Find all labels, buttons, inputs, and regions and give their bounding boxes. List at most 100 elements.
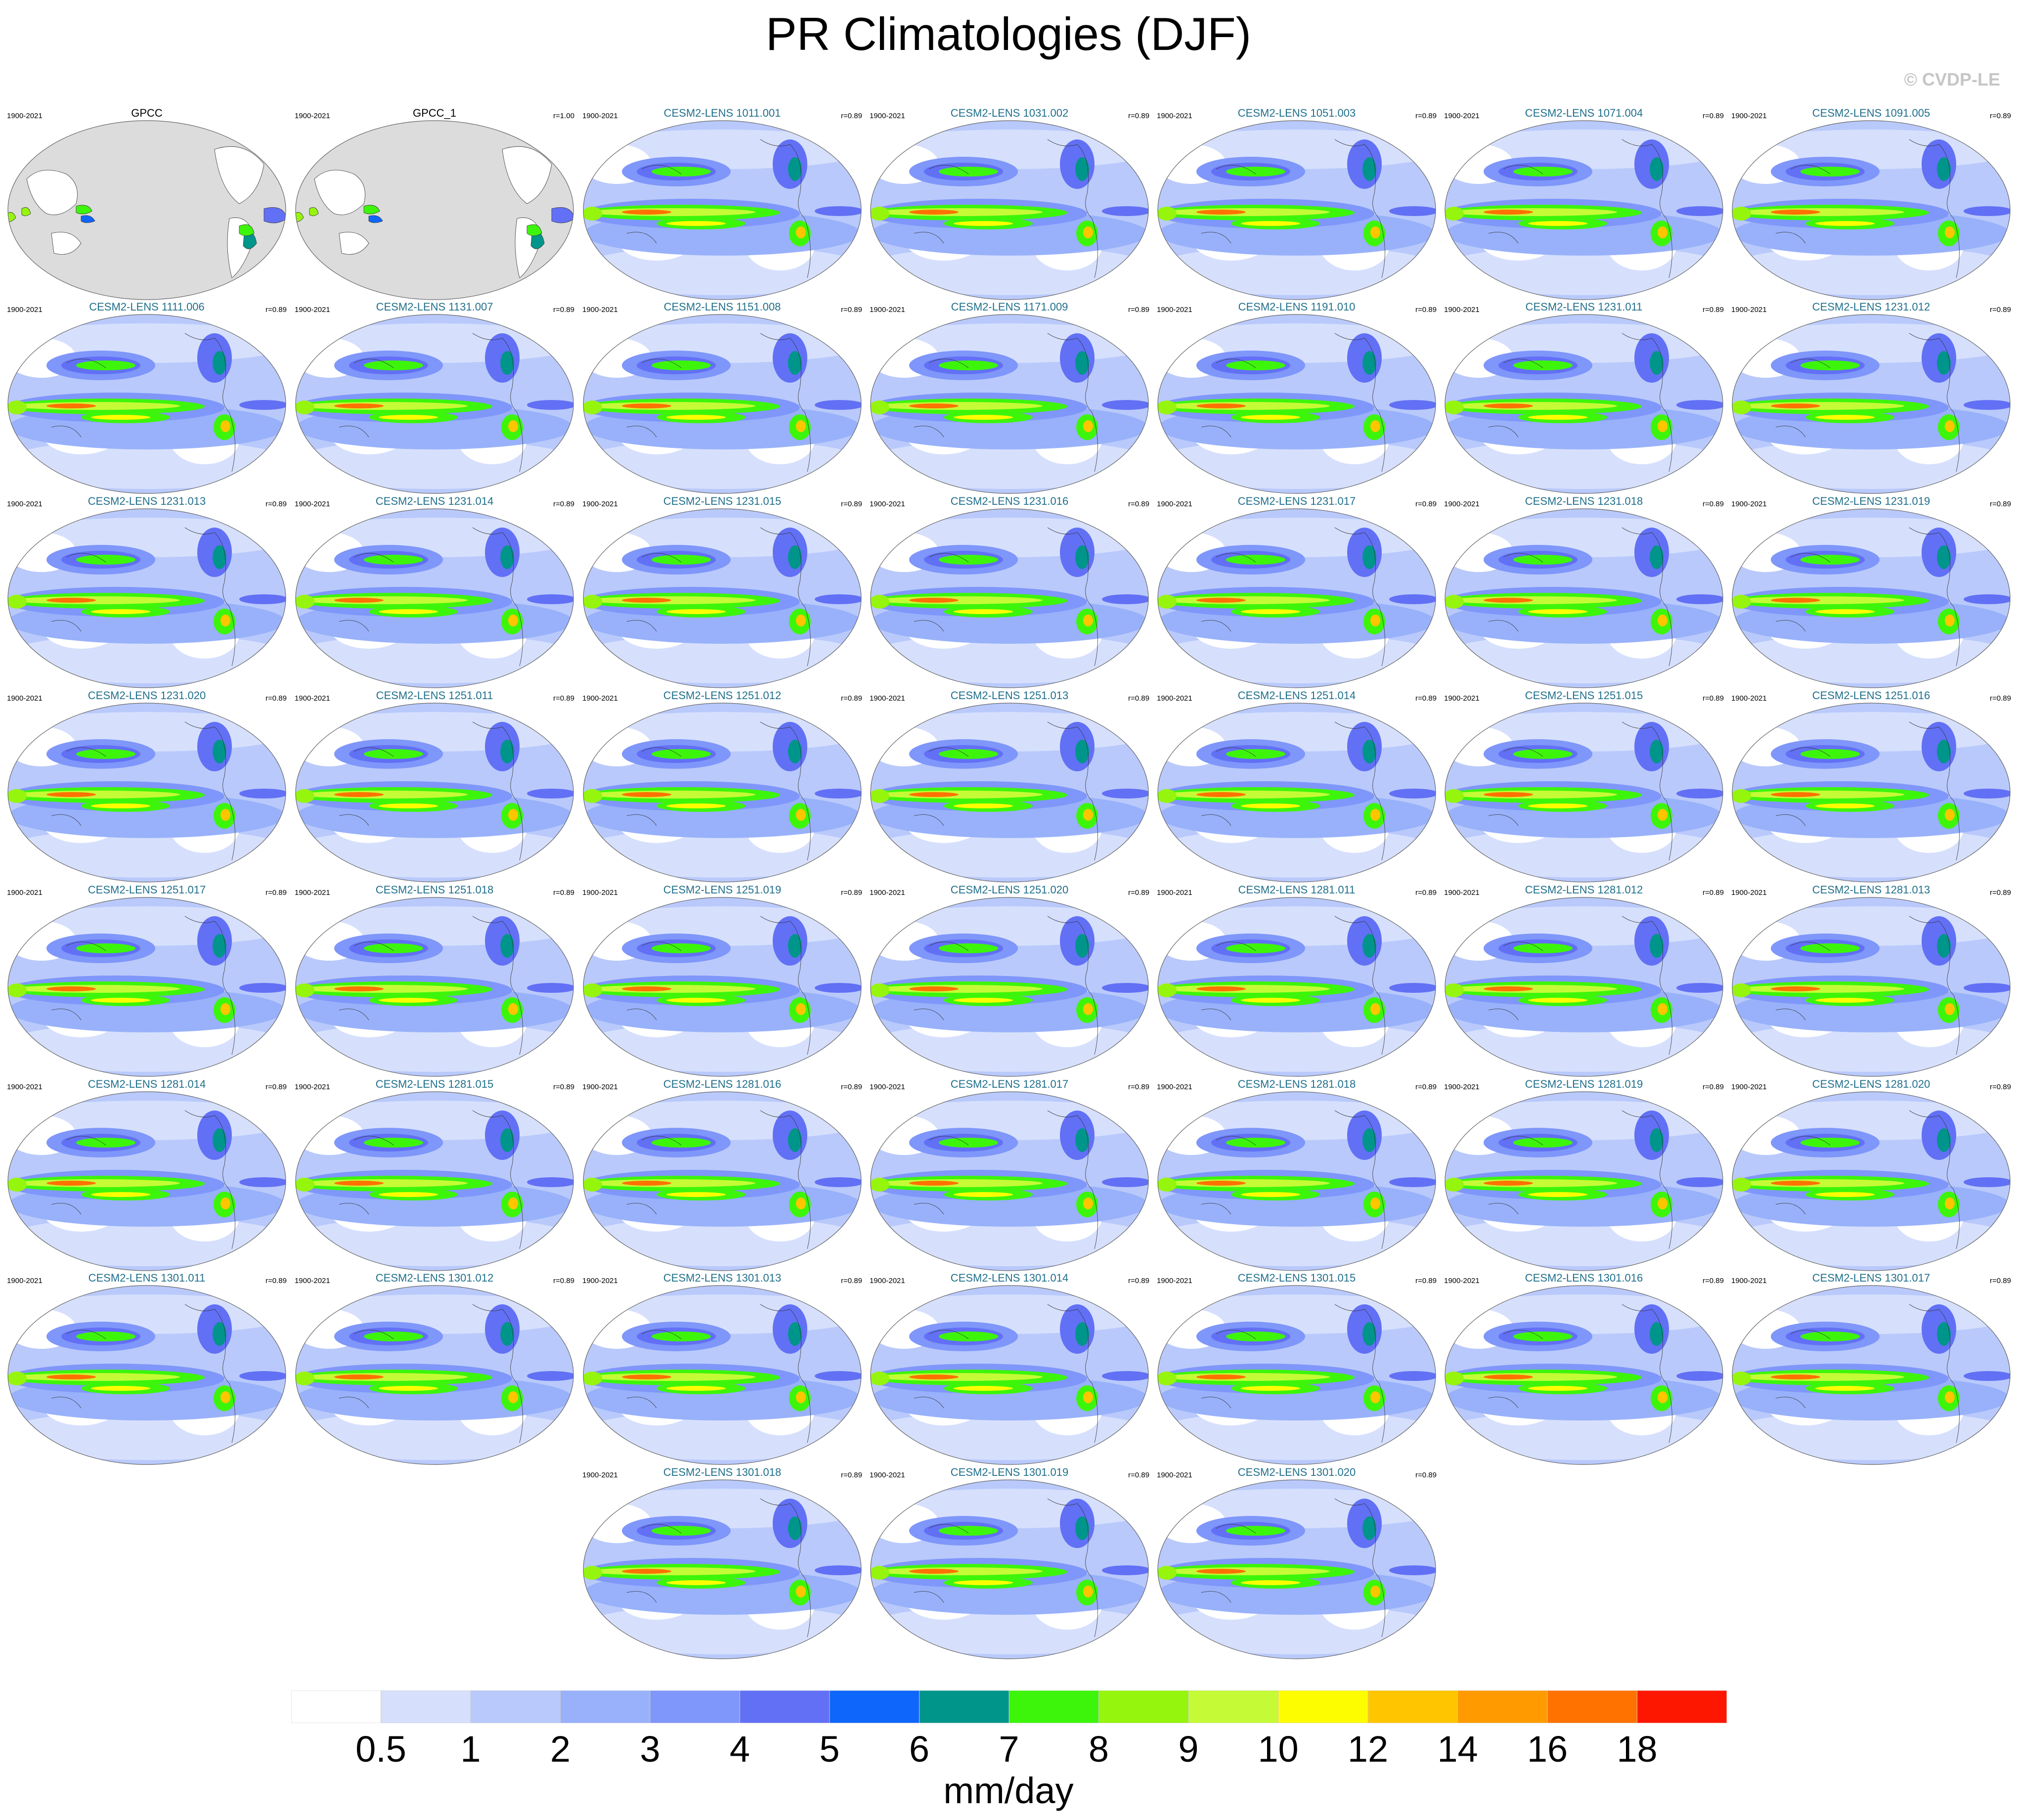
panel-period: 1900-2021 bbox=[7, 694, 43, 703]
precip-contour-14 bbox=[334, 598, 384, 603]
map-outline bbox=[1157, 1479, 1436, 1659]
precip-contour-14 bbox=[1484, 986, 1533, 991]
map-outline bbox=[7, 703, 286, 883]
precip-contour-8 bbox=[1513, 360, 1573, 370]
precip-contour-18 bbox=[8, 789, 27, 803]
precip-contour-10 bbox=[1075, 740, 1089, 763]
map-panel: 1900-2021 CESM2-LENS 1071.004 r=0.89 bbox=[1444, 107, 1724, 303]
precip-contour-20 bbox=[508, 615, 518, 626]
panel-map bbox=[1445, 120, 1723, 300]
colorbar-tick-label: 2 bbox=[550, 1729, 571, 1770]
panel-period: 1900-2021 bbox=[1157, 1277, 1192, 1285]
land-region-9 bbox=[551, 207, 573, 223]
precip-contour-16 bbox=[1528, 1192, 1587, 1197]
panel-title: CESM2-LENS 1301.013 bbox=[663, 1272, 782, 1284]
precip-contour-20 bbox=[1370, 1391, 1380, 1403]
precip-contour-8 bbox=[1226, 943, 1285, 953]
precip-contour-14 bbox=[46, 1181, 96, 1186]
precip-contour-17 bbox=[1102, 983, 1148, 993]
colorbar-box bbox=[381, 1690, 471, 1723]
map-outline bbox=[583, 1285, 862, 1465]
precip-contour-20 bbox=[220, 1391, 230, 1403]
precip-contour-20 bbox=[508, 420, 518, 432]
coastline bbox=[626, 1304, 811, 1443]
panel-period: 1900-2021 bbox=[870, 500, 905, 508]
panel-period: 1900-2021 bbox=[582, 1471, 618, 1479]
panel-title: CESM2-LENS 1301.019 bbox=[950, 1466, 1069, 1478]
map-outline bbox=[870, 1091, 1149, 1271]
precip-contour-20 bbox=[1370, 1586, 1380, 1598]
panel-map bbox=[1445, 1285, 1723, 1465]
panel-period: 1900-2021 bbox=[295, 1083, 330, 1091]
panel-correlation: r=0.89 bbox=[265, 888, 287, 897]
map-outline bbox=[7, 314, 286, 494]
precip-contour-8 bbox=[1513, 749, 1573, 759]
precip-contour-20 bbox=[508, 1003, 518, 1015]
panel-map bbox=[583, 120, 862, 300]
precip-contour-18 bbox=[583, 595, 602, 609]
panel-map bbox=[583, 1479, 862, 1659]
precip-contour-8 bbox=[939, 1138, 998, 1148]
panel-correlation: r=0.89 bbox=[1415, 306, 1437, 314]
precip-contour-16 bbox=[1241, 609, 1300, 614]
precip-contour-8 bbox=[939, 1332, 998, 1341]
map-panel: 1900-2021 CESM2-LENS 1151.008 r=0.89 bbox=[582, 301, 862, 496]
precip-contour-10 bbox=[1937, 545, 1951, 569]
panel-map bbox=[7, 120, 286, 300]
panel-period: 1900-2021 bbox=[1157, 112, 1192, 120]
precip-contour-10 bbox=[1075, 351, 1089, 375]
panel-map bbox=[295, 703, 574, 883]
precip-contour-17 bbox=[815, 789, 861, 799]
precip-contour-17 bbox=[1964, 1371, 2010, 1381]
panel-correlation: r=0.89 bbox=[1990, 306, 2011, 314]
precip-contour-10 bbox=[1937, 1322, 1951, 1346]
panel-period: 1900-2021 bbox=[1731, 1277, 1767, 1285]
precip-contour-18 bbox=[296, 1372, 314, 1385]
precip-contour-8 bbox=[652, 1332, 711, 1341]
precip-contour-18 bbox=[871, 1178, 889, 1192]
panel-period: 1900-2021 bbox=[1157, 306, 1192, 314]
map-panel: 1900-2021 CESM2-LENS 1281.012 r=0.89 bbox=[1444, 884, 1724, 1079]
precip-contour-16 bbox=[1528, 1386, 1587, 1391]
precip-contour-8 bbox=[76, 360, 135, 370]
precip-contour-8 bbox=[1800, 1138, 1860, 1148]
panel-period: 1900-2021 bbox=[7, 1277, 43, 1285]
map-panel: 1900-2021 CESM2-LENS 1251.019 r=0.89 bbox=[582, 884, 862, 1079]
panel-period: 1900-2021 bbox=[1444, 500, 1480, 508]
map-outline bbox=[1445, 1285, 1723, 1465]
precip-contour-17 bbox=[239, 983, 286, 993]
coastline bbox=[1201, 1498, 1385, 1638]
precip-contour-17 bbox=[1964, 400, 2010, 410]
coastline bbox=[1201, 721, 1385, 861]
colorbar-tick-label: 9 bbox=[1178, 1729, 1199, 1770]
panel-title: CESM2-LENS 1281.014 bbox=[88, 1078, 206, 1090]
map-panel: 1900-2021 CESM2-LENS 1251.014 r=0.89 bbox=[1157, 689, 1437, 885]
precip-contour-18 bbox=[1158, 1372, 1177, 1385]
precip-contour-10 bbox=[500, 934, 514, 958]
panel-map bbox=[583, 508, 862, 688]
precip-contour-17 bbox=[527, 1177, 573, 1187]
coastline bbox=[626, 333, 811, 472]
coastline bbox=[1488, 333, 1672, 472]
precip-contour-16 bbox=[1241, 415, 1300, 420]
panel-map bbox=[7, 897, 286, 1077]
precip-contour-17 bbox=[1676, 1371, 1723, 1381]
precip-contour-17 bbox=[1102, 400, 1148, 410]
precip-contour-17 bbox=[1964, 206, 2010, 216]
map-panel: 1900-2021 CESM2-LENS 1281.014 r=0.89 bbox=[7, 1078, 287, 1274]
panel-period: 1900-2021 bbox=[870, 694, 905, 703]
panel-title: CESM2-LENS 1231.017 bbox=[1237, 495, 1356, 507]
map-panel: 1900-2021 CESM2-LENS 1251.018 r=0.89 bbox=[295, 884, 574, 1079]
coastline bbox=[1201, 1304, 1385, 1443]
precip-contour-16 bbox=[1241, 1386, 1300, 1391]
land-region-5 bbox=[239, 224, 255, 236]
precip-contour-16 bbox=[1815, 415, 1875, 420]
precip-contour-14 bbox=[1196, 1375, 1246, 1379]
precip-contour-17 bbox=[1676, 206, 1723, 216]
coastline bbox=[626, 916, 811, 1055]
land-region-1 bbox=[214, 146, 264, 204]
map-outline bbox=[7, 508, 286, 688]
map-panel: 1900-2021 CESM2-LENS 1281.018 r=0.89 bbox=[1157, 1078, 1437, 1274]
precip-contour-17 bbox=[1389, 1565, 1436, 1575]
panel-correlation: r=0.89 bbox=[265, 500, 287, 508]
